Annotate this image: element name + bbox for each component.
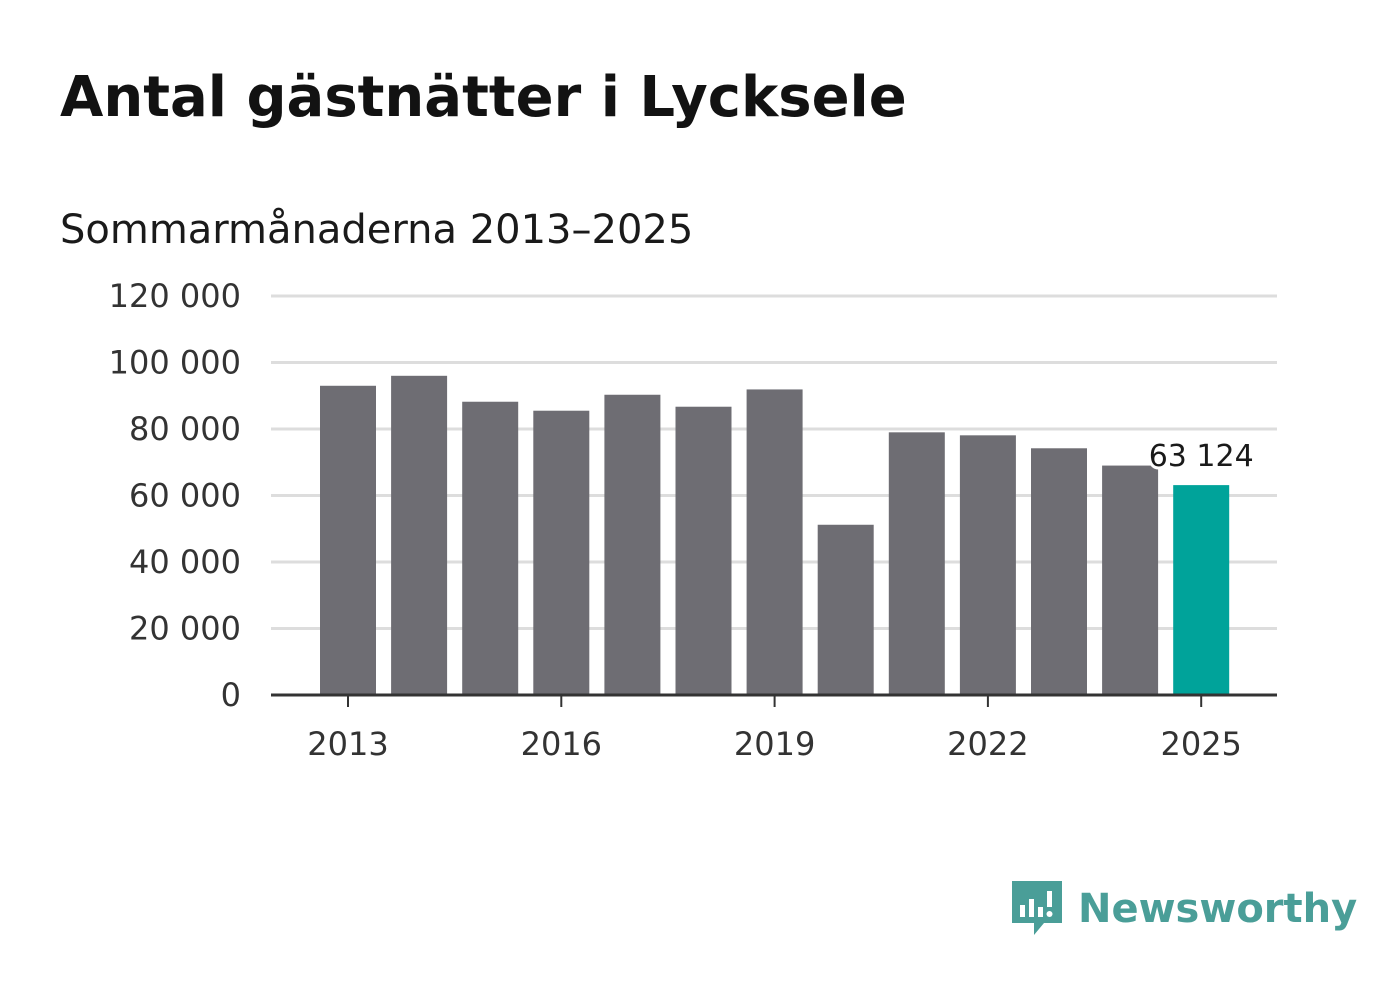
bar-2023 xyxy=(1031,448,1087,695)
newsworthy-logo: Newsworthy xyxy=(1010,878,1357,940)
chart-title: Antal gästnätter i Lycksele xyxy=(60,65,907,130)
newsworthy-logo-icon xyxy=(1012,881,1062,935)
y-tick-label: 100 000 xyxy=(109,344,241,382)
bar-2015 xyxy=(462,401,519,695)
y-tick-label: 120 000 xyxy=(109,277,241,315)
x-axis-ticks: 2013 2016 2019 2022 2025 xyxy=(307,695,1242,763)
y-tick-label: 60 000 xyxy=(129,477,241,515)
bars xyxy=(320,375,1230,695)
bar-2013 xyxy=(320,385,376,695)
y-tick-label: 80 000 xyxy=(129,410,241,448)
y-tick-label: 20 000 xyxy=(129,610,241,648)
bar-2024 xyxy=(1102,465,1159,695)
x-tick-label: 2013 xyxy=(307,725,388,763)
bar-2016 xyxy=(533,410,590,695)
y-tick-label: 0 xyxy=(221,676,241,714)
x-tick-label: 2022 xyxy=(947,725,1028,763)
y-tick-label: 40 000 xyxy=(129,543,241,581)
x-tick-label: 2025 xyxy=(1160,725,1241,763)
bar-2014 xyxy=(391,375,448,695)
data-labels: 63 124 xyxy=(1146,436,1257,477)
bar-2019 xyxy=(746,389,803,695)
bar-2017 xyxy=(604,394,661,695)
x-tick-label: 2019 xyxy=(734,725,815,763)
y-axis-ticks: 0 20 000 40 000 60 000 80 000 100 000 120 000 xyxy=(109,277,241,714)
bar-2020 xyxy=(817,524,874,695)
x-tick-label: 2016 xyxy=(521,725,602,763)
bar-2025 xyxy=(1173,485,1230,695)
brand-name: Newsworthy xyxy=(1078,886,1358,932)
data-label-2025: 63 124 xyxy=(1149,439,1254,474)
bar-2021 xyxy=(888,432,945,695)
bar-2018 xyxy=(675,406,732,695)
chart-subtitle: Sommarmånaderna 2013–2025 xyxy=(60,207,694,253)
bar-2022 xyxy=(959,435,1016,695)
